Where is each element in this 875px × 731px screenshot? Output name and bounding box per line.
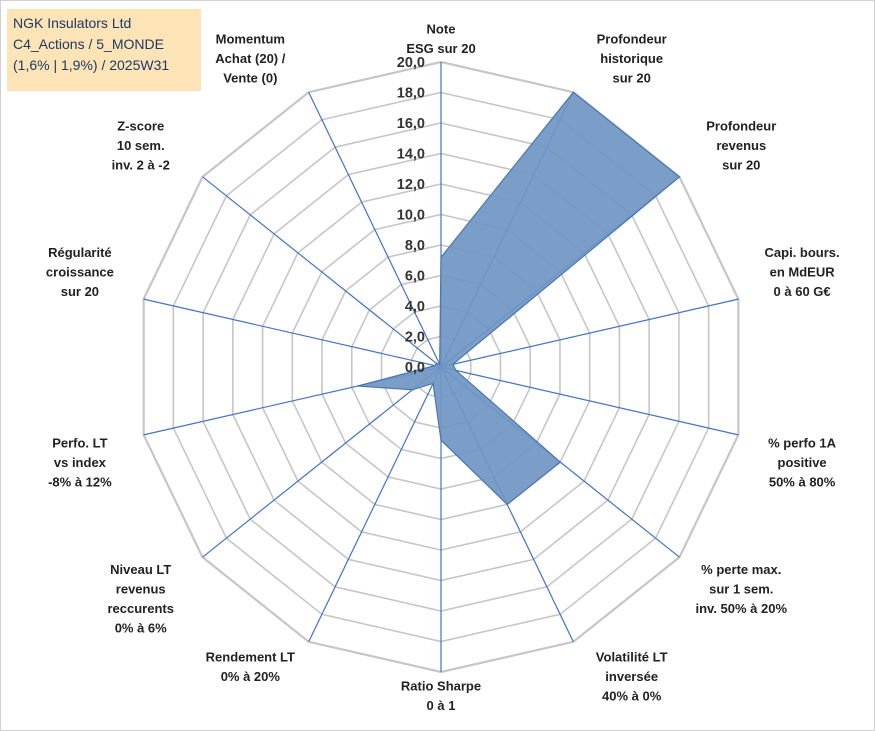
tick-label: 2,0 [405,330,425,346]
axis-label: Perfo. LT vs index -8% à 12% [48,436,112,490]
axis-label-line: Momentum [216,31,285,46]
axis-label-line: Vente (0) [223,70,277,85]
axis-label: Rendement LT 0% à 20% [206,649,295,684]
tick-label: 4,0 [405,299,425,315]
axis-label: Ratio Sharpe 0 à 1 [401,679,481,714]
title-box: NGK Insulators Ltd C4_Actions / 5_MONDE … [7,9,201,91]
axis-label: Capi. bours. en MdEUR 0 à 60 G€ [765,245,840,299]
axis-label-layer: Note ESG sur 20 Profondeur historique sur 20… [46,22,840,714]
axis-label: Momentum Achat (20) / Vente (0) [215,31,285,85]
axis-label-line: historique [600,51,663,66]
tick-label: 6,0 [405,269,425,285]
tick-label: 10,0 [397,208,425,224]
axis-label-line: -8% à 12% [48,475,112,490]
axis-spoke [308,366,442,643]
axis-label-line: 50% à 80% [769,475,836,490]
axis-label-line: Profondeur [706,119,776,134]
axis-label-line: Ratio Sharpe [401,679,481,694]
axis-label-line: 0 à 60 G€ [774,284,831,299]
axis-label-line: 40% à 0% [602,688,662,703]
axis-spoke [143,298,442,368]
axis-label-line: Achat (20) / [215,51,285,66]
axis-label-line: Perfo. LT [52,436,107,451]
axis-label: Profondeur revenus sur 20 [706,119,776,173]
axis-label-line: en MdEUR [770,265,836,280]
axis-label: % perte max. sur 1 sem. inv. 50% à 20% [696,562,788,616]
axis-label-line: reccurents [107,601,173,616]
axis-label: Niveau LT revenus reccurents 0% à 6% [107,562,173,636]
series-layer [357,91,681,506]
axis-label-line: sur 20 [61,284,99,299]
axis-label-line: revenus [716,138,766,153]
tick-label: 18,0 [397,86,425,102]
series-area [357,91,681,506]
axis-label: Z-score 10 sem. inv. 2 à -2 [112,119,170,173]
tick-label: 8,0 [405,238,425,254]
axis-label-line: % perfo 1A [768,436,837,451]
axis-spoke [308,91,442,368]
axis-spoke [202,366,442,558]
axis-label: % perfo 1A positive 50% à 80% [768,436,837,490]
axis-spoke [202,176,442,368]
axis-label-line: Régularité [48,245,112,260]
axis-label: Volatilité LT inversée 40% à 0% [596,649,668,703]
axis-label-line: positive [778,455,827,470]
axis-label-line: 0% à 6% [115,621,167,636]
axis-label: Note ESG sur 20 [406,22,475,57]
tick-layer: 0,0 2,0 4,0 6,0 8,0 10,0 12,0 14,0 16,0 18,0 20,0 [397,55,425,376]
axis-label-line: ESG sur 20 [406,41,475,56]
axis-spoke [440,298,739,368]
axis-label-line: 0% à 20% [221,669,281,684]
title-line-1: NGK Insulators Ltd [13,15,132,31]
tick-label: 0,0 [405,360,425,376]
tick-label: 14,0 [397,147,425,163]
axis-label-line: Note [427,22,456,37]
axis-label-line: revenus [116,582,166,597]
axis-label-line: Rendement LT [206,649,295,664]
axis-label-line: Z-score [117,119,164,134]
axis-label-line: 0 à 1 [427,698,456,713]
axis-label-line: croissance [46,265,114,280]
axis-label-line: vs index [54,455,107,470]
axis-label: Régularité croissance sur 20 [46,245,114,299]
axis-label-line: sur 20 [722,158,760,173]
tick-label: 12,0 [397,177,425,193]
axis-label-line: inv. 50% à 20% [696,601,788,616]
axis-label: Profondeur historique sur 20 [597,31,667,85]
axis-label-line: % perte max. [701,562,781,577]
axis-spoke [440,366,739,436]
axis-label-line: Niveau LT [110,562,171,577]
axis-label-line: inversée [605,669,658,684]
axis-label-line: Profondeur [597,31,667,46]
axis-label-line: sur 20 [613,70,651,85]
axis-label-line: 10 sem. [117,138,165,153]
axis-label-line: Volatilité LT [596,649,668,664]
tick-label: 16,0 [397,116,425,132]
axis-label-line: Capi. bours. [765,245,840,260]
title-line-2: C4_Actions / 5_MONDE [13,36,164,52]
title-line-3: (1,6% | 1,9%) / 2025W31 [13,57,170,73]
tick-label: 20,0 [397,55,425,71]
axis-label-line: sur 1 sem. [709,582,773,597]
axis-label-line: inv. 2 à -2 [112,158,170,173]
